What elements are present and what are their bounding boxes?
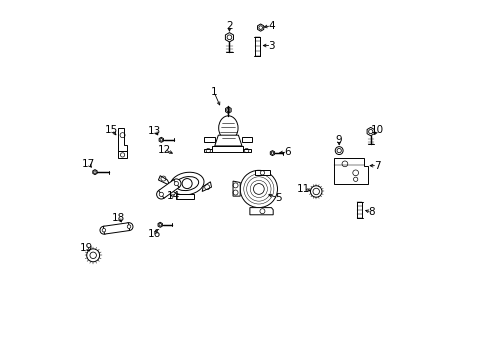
Circle shape	[244, 174, 273, 204]
Polygon shape	[158, 180, 179, 198]
Circle shape	[312, 188, 319, 195]
Polygon shape	[254, 37, 259, 56]
Text: 7: 7	[373, 161, 380, 171]
Ellipse shape	[170, 172, 203, 195]
Circle shape	[310, 186, 321, 197]
Polygon shape	[366, 127, 374, 136]
Polygon shape	[118, 128, 127, 151]
Polygon shape	[158, 176, 169, 185]
Polygon shape	[225, 107, 231, 113]
Ellipse shape	[218, 116, 238, 140]
Circle shape	[240, 170, 277, 208]
Circle shape	[125, 223, 133, 230]
Polygon shape	[225, 33, 233, 42]
Polygon shape	[176, 194, 194, 199]
Circle shape	[246, 177, 270, 201]
Text: 13: 13	[147, 126, 161, 135]
Circle shape	[159, 192, 163, 197]
Text: 11: 11	[296, 184, 310, 194]
Circle shape	[336, 148, 341, 153]
Text: 10: 10	[370, 125, 383, 135]
Polygon shape	[242, 137, 251, 142]
Circle shape	[127, 225, 130, 228]
Polygon shape	[118, 151, 127, 158]
Text: 4: 4	[267, 21, 274, 31]
Polygon shape	[214, 135, 242, 146]
Polygon shape	[249, 208, 273, 215]
Circle shape	[86, 249, 100, 262]
Circle shape	[100, 226, 108, 234]
Polygon shape	[257, 24, 263, 31]
Text: 16: 16	[148, 229, 161, 239]
Circle shape	[182, 179, 192, 189]
Ellipse shape	[175, 176, 198, 190]
Polygon shape	[158, 222, 162, 227]
Polygon shape	[103, 223, 129, 234]
Circle shape	[90, 252, 96, 258]
Polygon shape	[233, 181, 240, 196]
Circle shape	[253, 184, 264, 194]
Polygon shape	[333, 158, 367, 184]
Text: 9: 9	[335, 135, 342, 145]
Text: 12: 12	[158, 144, 171, 154]
Polygon shape	[203, 137, 214, 142]
Text: 1: 1	[210, 87, 217, 97]
Text: 18: 18	[111, 213, 124, 222]
Circle shape	[335, 147, 343, 154]
Polygon shape	[242, 149, 250, 152]
Text: 17: 17	[81, 159, 95, 169]
Polygon shape	[357, 202, 362, 218]
Polygon shape	[159, 137, 163, 142]
Text: 15: 15	[105, 125, 118, 135]
Text: 2: 2	[225, 21, 232, 31]
Polygon shape	[212, 146, 242, 152]
Polygon shape	[202, 182, 211, 192]
Text: 8: 8	[368, 207, 374, 217]
Circle shape	[250, 180, 267, 198]
Text: 5: 5	[275, 193, 281, 203]
Polygon shape	[270, 150, 274, 156]
Circle shape	[156, 190, 165, 199]
Text: 14: 14	[166, 191, 180, 201]
Circle shape	[102, 229, 105, 232]
Circle shape	[174, 181, 178, 186]
Polygon shape	[203, 149, 212, 152]
Text: 3: 3	[267, 41, 274, 50]
Polygon shape	[255, 170, 269, 175]
Polygon shape	[93, 170, 97, 175]
Circle shape	[171, 179, 181, 188]
Text: 19: 19	[80, 243, 93, 253]
Text: 6: 6	[284, 147, 290, 157]
